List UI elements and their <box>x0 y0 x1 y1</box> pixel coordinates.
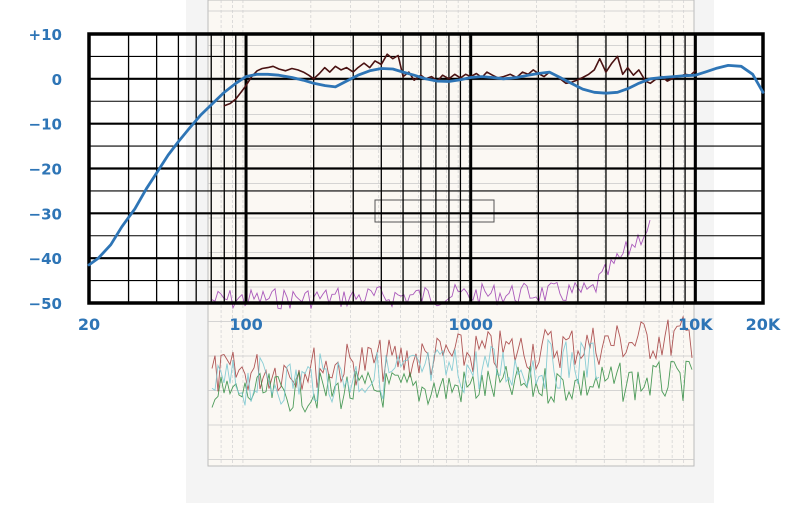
y-tick-label: −20 <box>29 161 62 179</box>
y-tick-label: −50 <box>29 295 62 313</box>
series-line-0 <box>87 64 765 267</box>
y-tick-label: −10 <box>29 116 62 134</box>
grid-layer <box>87 32 765 305</box>
x-tick-label: 20 <box>78 315 100 334</box>
series-layer <box>87 53 765 267</box>
background-trace-green <box>211 360 693 413</box>
y-tick-labels: +10 0 −10 −20 −30 −40 −50 <box>29 26 62 313</box>
series-line-1 <box>223 53 697 107</box>
plot-border <box>87 32 765 305</box>
y-tick-label: +10 <box>29 26 62 44</box>
background-box <box>374 199 495 223</box>
y-tick-label: −40 <box>29 250 62 268</box>
x-tick-label: 20K <box>746 315 781 334</box>
y-tick-label: −30 <box>29 205 62 223</box>
x-tick-label: 10K <box>678 315 713 334</box>
y-tick-label: 0 <box>52 71 62 89</box>
x-tick-label: 1000 <box>448 315 493 334</box>
background-trace-cyan <box>211 338 600 406</box>
x-tick-labels: 20 100 1000 10K 20K <box>78 315 781 334</box>
x-tick-label: 100 <box>229 315 262 334</box>
